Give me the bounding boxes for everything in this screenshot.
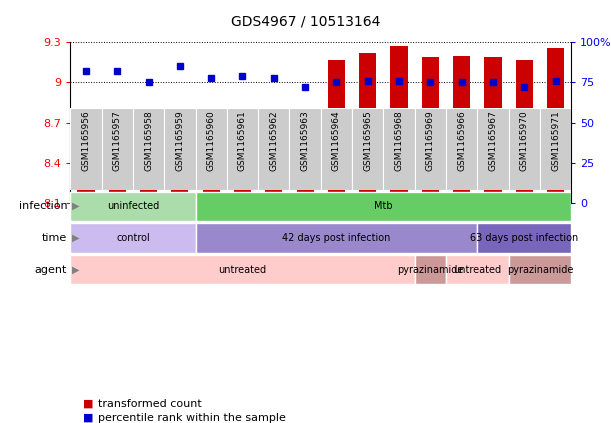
Text: GSM1165964: GSM1165964	[332, 110, 341, 171]
Bar	[328, 60, 345, 203]
Bar	[422, 57, 439, 203]
Text: GSM1165962: GSM1165962	[269, 110, 278, 171]
Bar	[446, 108, 477, 190]
Text: uninfected: uninfected	[107, 201, 159, 211]
Text: GSM1165958: GSM1165958	[144, 110, 153, 171]
Text: 42 days post infection: 42 days post infection	[282, 233, 390, 243]
Text: GSM1165966: GSM1165966	[457, 110, 466, 171]
Text: ■: ■	[82, 412, 93, 423]
Bar	[70, 223, 196, 253]
Text: ▶: ▶	[71, 201, 79, 211]
Text: 63 days post infection: 63 days post infection	[470, 233, 579, 243]
Bar	[78, 146, 95, 203]
Text: time: time	[42, 233, 67, 243]
Text: GSM1165957: GSM1165957	[113, 110, 122, 171]
Text: infection: infection	[18, 201, 67, 211]
Bar	[359, 53, 376, 203]
Bar	[164, 108, 196, 190]
Bar	[485, 57, 502, 203]
Text: GSM1165968: GSM1165968	[395, 110, 403, 171]
Text: GSM1165967: GSM1165967	[489, 110, 497, 171]
Text: GSM1165961: GSM1165961	[238, 110, 247, 171]
Text: untreated: untreated	[218, 265, 266, 275]
Bar	[70, 192, 196, 221]
Bar	[196, 192, 571, 221]
Text: GSM1165971: GSM1165971	[551, 110, 560, 171]
Bar	[296, 187, 313, 203]
Bar	[390, 47, 408, 203]
Text: agent: agent	[35, 265, 67, 275]
Text: ▶: ▶	[71, 233, 79, 243]
Bar	[133, 108, 164, 190]
Bar	[227, 108, 258, 190]
Text: transformed count: transformed count	[98, 399, 202, 409]
Text: untreated: untreated	[453, 265, 502, 275]
Bar	[196, 108, 227, 190]
Bar	[384, 108, 415, 190]
Bar	[171, 118, 188, 203]
Text: Mtb: Mtb	[374, 201, 393, 211]
Bar	[196, 223, 477, 253]
Bar	[540, 108, 571, 190]
Text: GSM1165959: GSM1165959	[175, 110, 185, 171]
Bar	[352, 108, 384, 190]
Bar	[101, 108, 133, 190]
Text: GSM1165970: GSM1165970	[520, 110, 529, 171]
Text: GSM1165956: GSM1165956	[81, 110, 90, 171]
Text: GSM1165963: GSM1165963	[301, 110, 310, 171]
Bar	[234, 167, 251, 203]
Bar	[290, 108, 321, 190]
Bar	[321, 108, 352, 190]
Text: ▶: ▶	[71, 265, 79, 275]
Bar	[509, 108, 540, 190]
Bar	[265, 173, 282, 203]
Bar	[547, 48, 564, 203]
Text: GDS4967 / 10513164: GDS4967 / 10513164	[231, 15, 380, 29]
Bar	[203, 167, 220, 203]
Text: pyrazinamide: pyrazinamide	[397, 265, 464, 275]
Bar	[477, 223, 571, 253]
Text: pyrazinamide: pyrazinamide	[507, 265, 573, 275]
Bar	[516, 60, 533, 203]
Text: percentile rank within the sample: percentile rank within the sample	[98, 412, 285, 423]
Text: ■: ■	[82, 399, 93, 409]
Text: GSM1165965: GSM1165965	[364, 110, 372, 171]
Bar	[70, 255, 415, 284]
Bar	[109, 139, 126, 203]
Bar	[415, 108, 446, 190]
Bar	[446, 255, 509, 284]
Text: control: control	[116, 233, 150, 243]
Text: GSM1165960: GSM1165960	[207, 110, 216, 171]
Bar	[140, 179, 157, 203]
Bar	[258, 108, 290, 190]
Bar	[453, 56, 470, 203]
Bar	[415, 255, 446, 284]
Bar	[477, 108, 509, 190]
Bar	[70, 108, 101, 190]
Text: GSM1165969: GSM1165969	[426, 110, 435, 171]
Bar	[509, 255, 571, 284]
